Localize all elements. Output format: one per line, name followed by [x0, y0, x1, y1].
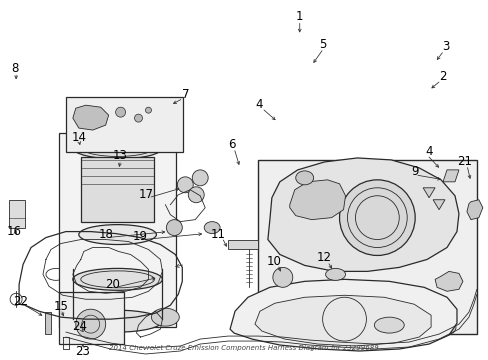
Text: 11: 11: [210, 228, 225, 241]
Polygon shape: [229, 279, 456, 351]
Polygon shape: [442, 170, 458, 182]
Ellipse shape: [151, 308, 179, 326]
Circle shape: [145, 107, 151, 113]
Bar: [227, 239, 257, 249]
Text: 10: 10: [266, 255, 281, 268]
Bar: [81, 157, 154, 222]
Bar: [9, 200, 25, 228]
Text: 9: 9: [410, 165, 418, 178]
Polygon shape: [422, 188, 434, 198]
Text: 14: 14: [71, 131, 86, 144]
Text: 7: 7: [181, 88, 189, 101]
Circle shape: [339, 180, 414, 256]
Polygon shape: [466, 200, 482, 220]
Bar: [59, 292, 123, 344]
Bar: [66, 97, 183, 152]
Polygon shape: [289, 180, 345, 220]
Polygon shape: [267, 158, 458, 271]
Text: 4: 4: [255, 98, 262, 111]
Text: 21: 21: [456, 156, 471, 168]
Ellipse shape: [79, 225, 156, 244]
Ellipse shape: [73, 137, 162, 159]
Text: 4: 4: [425, 145, 432, 158]
Text: 3: 3: [442, 40, 449, 53]
Circle shape: [166, 220, 182, 235]
Ellipse shape: [204, 222, 220, 234]
Text: 16: 16: [7, 225, 21, 238]
Bar: [257, 160, 476, 334]
Text: 6: 6: [228, 138, 235, 150]
Text: 18: 18: [98, 228, 113, 241]
Circle shape: [115, 107, 125, 117]
Polygon shape: [432, 200, 444, 210]
Text: 19: 19: [133, 230, 148, 243]
Polygon shape: [254, 295, 430, 346]
Text: 23: 23: [75, 345, 90, 357]
Ellipse shape: [325, 269, 345, 280]
Circle shape: [177, 177, 193, 193]
Bar: [45, 312, 51, 334]
Text: 1: 1: [295, 10, 303, 23]
Circle shape: [441, 320, 455, 334]
Ellipse shape: [295, 171, 313, 185]
Circle shape: [272, 267, 292, 287]
Circle shape: [134, 114, 142, 122]
Text: 15: 15: [53, 300, 68, 313]
Text: 17: 17: [139, 188, 154, 201]
Circle shape: [188, 187, 204, 203]
Ellipse shape: [73, 310, 162, 332]
Text: 2: 2: [438, 70, 446, 83]
Circle shape: [76, 309, 105, 339]
Polygon shape: [73, 105, 108, 130]
Text: 24: 24: [72, 320, 87, 333]
Text: 12: 12: [316, 251, 331, 264]
Bar: [59, 133, 176, 327]
Text: 8: 8: [11, 62, 19, 75]
Polygon shape: [434, 271, 462, 291]
Text: 5: 5: [318, 38, 325, 51]
Text: 2014 Chevrolet Cruze Emission Components Harness Diagram for 23299689: 2014 Chevrolet Cruze Emission Components…: [109, 345, 378, 351]
Text: 20: 20: [105, 278, 120, 291]
Circle shape: [192, 170, 208, 186]
Ellipse shape: [73, 269, 162, 290]
Ellipse shape: [374, 317, 404, 333]
Text: 22: 22: [14, 295, 28, 308]
Text: 13: 13: [113, 149, 128, 162]
